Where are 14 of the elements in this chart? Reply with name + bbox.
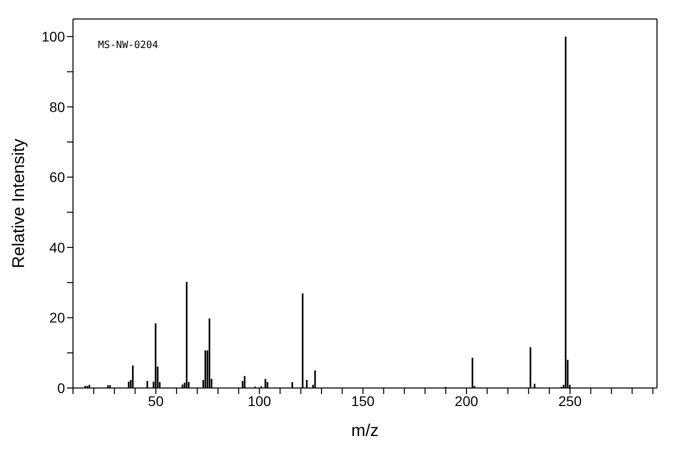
- y-tick-label: 20: [49, 310, 66, 326]
- y-tick-label: 0: [57, 380, 66, 396]
- y-tick-label: 100: [42, 28, 66, 45]
- y-tick-label: 80: [49, 98, 66, 115]
- x-tick-label: 100: [248, 392, 272, 409]
- x-axis-title: m/z: [351, 421, 379, 440]
- x-tick-label: 200: [454, 392, 478, 409]
- y-axis-title: Relative Intensity: [9, 138, 28, 268]
- y-tick-label: 40: [49, 239, 66, 256]
- y-tick-label: 60: [49, 169, 66, 186]
- x-tick-label: 50: [148, 392, 164, 409]
- annotation: MS-NW-0204: [98, 40, 158, 51]
- x-tick-label: 250: [558, 392, 582, 409]
- x-tick-label: 150: [351, 392, 375, 409]
